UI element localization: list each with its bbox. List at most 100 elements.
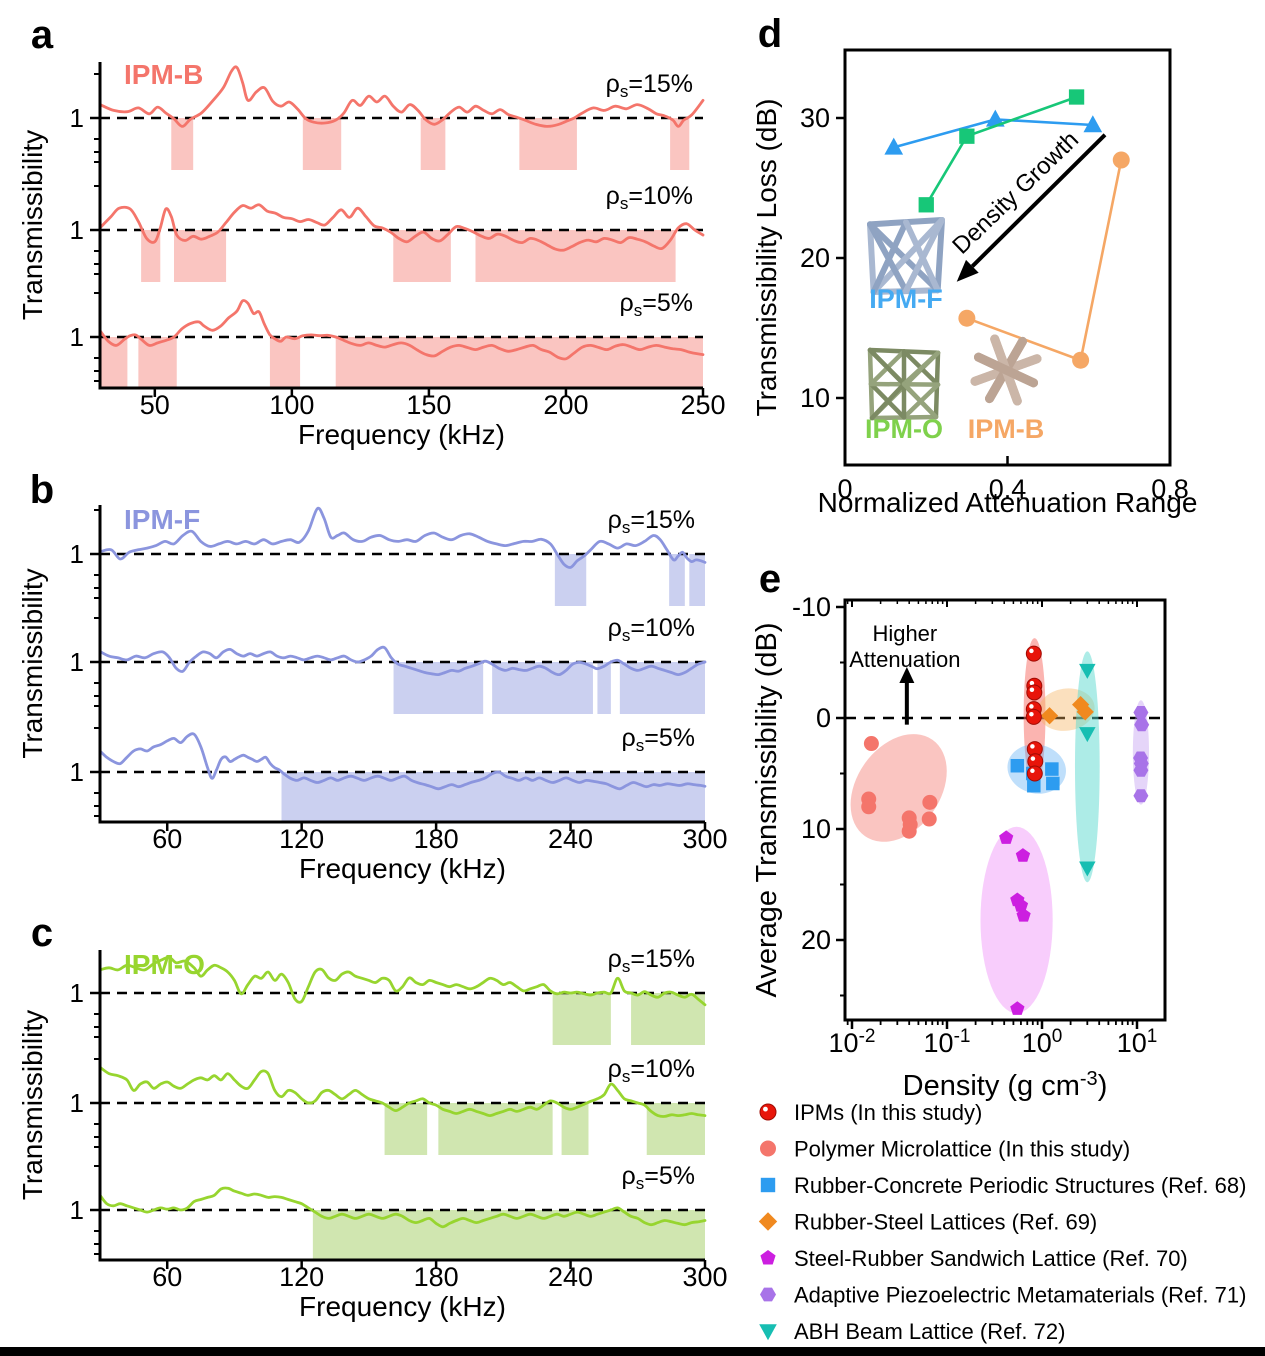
- lattice-strut: [869, 381, 907, 421]
- sphere-highlight: [1030, 756, 1036, 761]
- stopband-region: [646, 1103, 705, 1155]
- stopband-region: [302, 118, 342, 170]
- data-point: [901, 823, 917, 839]
- x-tick-label: 180: [414, 1262, 459, 1292]
- legend-marker-triangle-down: [759, 1324, 777, 1341]
- data-point: [1015, 848, 1031, 862]
- stopband-region: [631, 993, 705, 1045]
- lattice-strut: [901, 381, 939, 420]
- data-point: [1016, 908, 1031, 922]
- data-point: [1079, 861, 1096, 877]
- density-ratio-label: ρs=5%: [620, 289, 693, 320]
- x-tick-label: 10-2: [829, 1026, 876, 1058]
- annotation-line2: Attenuation: [849, 647, 960, 672]
- panel-b: b IPM-F 1 ρs=15% 1 ρs=10% 1 ρs=5% 60 120 180 240 300…: [17, 468, 728, 884]
- data-point: [1026, 684, 1043, 701]
- group-ellipse-pentagon: [980, 826, 1053, 1014]
- ipm-o-lattice-icon: [867, 347, 941, 421]
- series-ipm-b: [958, 151, 1130, 369]
- series-line: [966, 159, 1123, 362]
- y-tick-label: 1: [70, 1088, 84, 1118]
- data-point: [959, 128, 975, 144]
- data-point: [1027, 778, 1041, 793]
- x-tick-label: 60: [152, 824, 182, 854]
- data-point: [999, 830, 1014, 844]
- x-tick-label: 240: [548, 824, 593, 854]
- density-ratio-label: ρs=5%: [622, 1162, 695, 1193]
- density-ratio-label: ρs=5%: [622, 724, 695, 755]
- sphere-highlight: [763, 1106, 768, 1112]
- y-tick-label: 30: [800, 103, 830, 133]
- data-point: [1133, 789, 1149, 803]
- panel-c: c IPM-O 1 ρs=15% 1 ρs=10% 1 ρs=5% 60 120 180 240 300…: [17, 911, 728, 1322]
- y-tick-label: 1: [70, 647, 84, 677]
- legend-item: IPMs (In this study): [759, 1100, 982, 1125]
- x-axis-title: Frequency (kHz): [299, 853, 506, 884]
- stopband-region: [554, 554, 587, 606]
- data-point: [1068, 89, 1085, 105]
- y-axis-title: Transmissibility: [17, 568, 48, 758]
- x-tick-label: 150: [406, 390, 451, 420]
- row-5: 1 ρs=5%: [70, 289, 705, 388]
- stopband-region: [393, 230, 451, 282]
- strut: [973, 352, 1039, 388]
- lattice-strut: [934, 217, 945, 294]
- legend-item: Polymer Microlattice (In this study): [760, 1137, 1130, 1162]
- transmissibility-curve: [98, 1065, 707, 1118]
- x-tick-label: 200: [543, 390, 588, 420]
- x-tick-label: 0.8: [1151, 474, 1189, 504]
- panel-a: a IPM-B 1 ρs=15% 1 ρs=10% 1 ρs=5% 50 100 150 200 250…: [17, 13, 726, 450]
- group-ellipse-circle: [850, 734, 947, 842]
- data-point: [1134, 718, 1150, 732]
- stopband-region: [475, 230, 676, 282]
- y-axis-title: Transmissibility Loss (dB): [751, 99, 782, 417]
- ipm-b-lattice-icon: [970, 334, 1042, 406]
- legend-label: IPMs (In this study): [794, 1100, 982, 1125]
- stopband-region: [670, 118, 690, 170]
- x-tick-label: 100: [269, 390, 314, 420]
- x-tick-label: 0.4: [989, 474, 1027, 504]
- legend-label: Adaptive Piezoelectric Metamaterials (Re…: [794, 1283, 1246, 1308]
- panel-letter-b: b: [30, 468, 54, 512]
- density-ratio-label: ρs=10%: [606, 182, 693, 213]
- data-point: [1025, 645, 1042, 662]
- lattice-strut: [867, 221, 909, 294]
- legend-label: Rubber-Steel Lattices (Ref. 69): [794, 1210, 1097, 1235]
- sphere-highlight: [1029, 704, 1034, 709]
- series-ipm-f: [884, 109, 1103, 155]
- x-tick-label: 10-1: [924, 1026, 971, 1058]
- data-point: [863, 736, 879, 752]
- group-points-pentagon: [999, 830, 1031, 1015]
- data-point: [1010, 1001, 1025, 1015]
- legend-item: Rubber-Steel Lattices (Ref. 69): [758, 1210, 1097, 1235]
- density-ratio-label: ρs=15%: [608, 506, 695, 537]
- group-points-circle: [861, 736, 938, 839]
- legend-item: Adaptive Piezoelectric Metamaterials (Re…: [760, 1283, 1246, 1308]
- row-10: 1 ρs=10%: [70, 1055, 707, 1155]
- x-tick-label: 0: [837, 474, 852, 504]
- legend-marker-diamond: [758, 1212, 778, 1231]
- legend: IPMs (In this study) Polymer Microlattice…: [758, 1100, 1246, 1344]
- annotation-line1: Higher: [872, 621, 937, 646]
- x-tick-label: 180: [414, 824, 459, 854]
- density-ratio-label: ρs=10%: [608, 1055, 695, 1086]
- plot-frame: [843, 48, 1172, 467]
- x-tick-label: 300: [682, 824, 727, 854]
- figure-bottom-rule: [0, 1347, 1265, 1356]
- group-points-hexagon: [1133, 706, 1150, 803]
- stopband-region: [281, 772, 705, 822]
- panel-letter-e: e: [759, 557, 781, 601]
- stopband-region: [420, 118, 446, 170]
- data-point: [1083, 115, 1103, 133]
- transmissibility-curve: [98, 1186, 707, 1229]
- x-axis-title: Normalized Attenuation Range: [818, 487, 1198, 518]
- stopband-region: [335, 337, 703, 388]
- row-15: 1 ρs=15%: [70, 65, 705, 170]
- legend-marker-circle: [760, 1140, 776, 1157]
- panel-title-b: IPM-F: [124, 504, 200, 535]
- stopband-region: [669, 554, 685, 606]
- y-tick-label: 1: [70, 215, 84, 245]
- density-growth-label: Density Growth: [947, 126, 1084, 259]
- legend-marker-square: [760, 1177, 776, 1193]
- higher-attenuation-arrow-head: [899, 666, 915, 683]
